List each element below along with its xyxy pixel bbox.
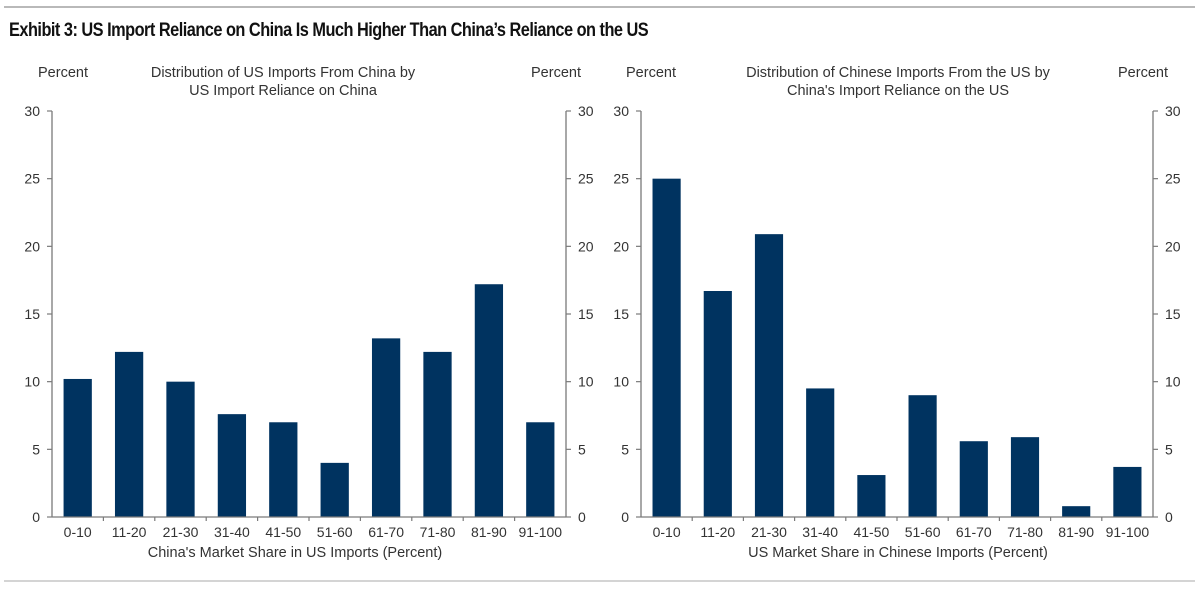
bar-21-30 bbox=[754, 234, 784, 518]
bar-41-50 bbox=[269, 422, 298, 517]
y-tick-label-left: 25 bbox=[24, 171, 40, 187]
bottom-divider bbox=[4, 580, 1195, 582]
bar-61-70 bbox=[959, 441, 988, 517]
y-tick-label-left: 30 bbox=[613, 103, 629, 119]
y-tick-label-right: 10 bbox=[578, 374, 594, 390]
x-tick-label: 31-40 bbox=[214, 524, 250, 540]
chart-title-line: US Import Reliance on China bbox=[189, 83, 378, 99]
x-tick-label: 81-90 bbox=[471, 524, 507, 540]
bar-91-100 bbox=[526, 422, 555, 517]
y-tick-label-left: 10 bbox=[24, 374, 40, 390]
y-tick-label-right: 5 bbox=[578, 441, 586, 457]
x-tick-label: 21-30 bbox=[163, 524, 199, 540]
x-tick-label: 21-30 bbox=[751, 524, 787, 540]
x-tick-label: 41-50 bbox=[853, 524, 889, 540]
y-tick-label-left: 5 bbox=[621, 441, 629, 457]
x-tick-label: 0-10 bbox=[653, 524, 681, 540]
y-tick-label-left: 20 bbox=[613, 238, 629, 254]
y-tick-label-right: 30 bbox=[1165, 103, 1181, 119]
y-tick-label-right: 5 bbox=[1165, 441, 1173, 457]
chart-title-line: China's Import Reliance on the US bbox=[787, 83, 1009, 99]
y-tick-label-left: 10 bbox=[613, 374, 629, 390]
y-axis-label-right: Percent bbox=[531, 65, 581, 81]
bar-11-20 bbox=[703, 290, 732, 517]
bar-0-10 bbox=[652, 178, 681, 517]
y-tick-label-left: 5 bbox=[32, 441, 40, 457]
bar-11-20 bbox=[114, 351, 144, 517]
x-tick-label: 51-60 bbox=[317, 524, 353, 540]
x-tick-label: 71-80 bbox=[1007, 524, 1043, 540]
y-axis-label-right: Percent bbox=[1118, 65, 1168, 81]
bar-91-100 bbox=[1113, 466, 1142, 517]
bar-0-10 bbox=[63, 378, 92, 517]
chart-title-line: Distribution of US Imports From China by bbox=[151, 65, 416, 81]
x-tick-label: 11-20 bbox=[112, 524, 147, 540]
x-axis-title: China's Market Share in US Imports (Perc… bbox=[148, 545, 442, 561]
x-tick-label: 41-50 bbox=[265, 524, 301, 540]
chart-title-line: Distribution of Chinese Imports From the… bbox=[746, 65, 1051, 81]
bar-31-40 bbox=[806, 388, 835, 517]
bar-61-70 bbox=[371, 338, 401, 517]
y-tick-label-right: 25 bbox=[578, 171, 594, 187]
y-tick-label-right: 15 bbox=[578, 306, 594, 322]
x-tick-label: 91-100 bbox=[519, 524, 563, 540]
y-tick-label-right: 25 bbox=[1165, 171, 1181, 187]
y-tick-label-left: 20 bbox=[24, 238, 40, 254]
y-tick-label-left: 25 bbox=[613, 171, 629, 187]
y-axis-label-left: Percent bbox=[626, 65, 676, 81]
y-tick-label-right: 30 bbox=[578, 103, 594, 119]
y-tick-label-right: 20 bbox=[578, 238, 594, 254]
x-tick-label: 61-70 bbox=[956, 524, 992, 540]
y-tick-label-right: 0 bbox=[1165, 509, 1173, 525]
exhibit-title: Exhibit 3: US Import Reliance on China I… bbox=[9, 20, 649, 41]
bar-51-60 bbox=[908, 395, 937, 517]
bar-71-80 bbox=[1010, 437, 1040, 517]
y-tick-label-left: 0 bbox=[32, 509, 40, 525]
bar-71-80 bbox=[423, 351, 452, 517]
x-tick-label: 81-90 bbox=[1058, 524, 1094, 540]
bar-81-90 bbox=[1062, 506, 1091, 517]
bar-81-90 bbox=[474, 284, 504, 517]
y-tick-label-right: 20 bbox=[1165, 238, 1181, 254]
y-tick-label-left: 30 bbox=[24, 103, 40, 119]
x-tick-label: 0-10 bbox=[64, 524, 92, 540]
bar-21-30 bbox=[166, 381, 195, 517]
y-axis-label-left: Percent bbox=[38, 65, 88, 81]
y-tick-label-left: 15 bbox=[24, 306, 40, 322]
y-tick-label-right: 0 bbox=[578, 509, 586, 525]
x-tick-label: 71-80 bbox=[420, 524, 456, 540]
y-tick-label-left: 0 bbox=[621, 509, 629, 525]
x-tick-label: 11-20 bbox=[700, 524, 735, 540]
top-divider bbox=[4, 6, 1195, 8]
x-tick-label: 31-40 bbox=[802, 524, 838, 540]
bar-41-50 bbox=[857, 475, 886, 517]
bar-31-40 bbox=[217, 414, 247, 517]
x-tick-label: 91-100 bbox=[1106, 524, 1150, 540]
y-tick-label-left: 15 bbox=[613, 306, 629, 322]
bar-51-60 bbox=[320, 462, 349, 517]
y-tick-label-right: 15 bbox=[1165, 306, 1181, 322]
x-tick-label: 51-60 bbox=[905, 524, 941, 540]
chart-us-imports-from-china: Distribution of US Imports From China by… bbox=[24, 65, 594, 561]
x-axis-title: US Market Share in Chinese Imports (Perc… bbox=[748, 545, 1048, 561]
y-tick-label-right: 10 bbox=[1165, 374, 1181, 390]
x-tick-label: 61-70 bbox=[368, 524, 404, 540]
